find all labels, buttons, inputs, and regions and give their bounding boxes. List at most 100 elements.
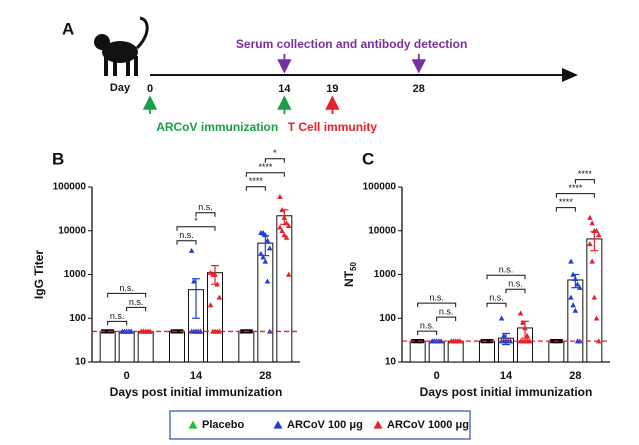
day-label: Day: [110, 82, 131, 94]
significance-bracket: [245, 172, 285, 177]
significance-bracket: [245, 186, 266, 191]
legend-box: [169, 410, 471, 440]
point: [487, 339, 492, 344]
x-tick-label: 28: [259, 370, 271, 382]
point: [568, 294, 574, 300]
point: [520, 319, 526, 325]
point: [283, 234, 290, 240]
point: [258, 250, 264, 256]
significance-bracket: [505, 288, 526, 294]
bar: [586, 238, 603, 363]
point: [576, 284, 583, 290]
point: [260, 254, 266, 260]
y-axis-title: NT50: [342, 262, 358, 287]
x-tick-label: 14: [500, 370, 513, 382]
significance-bracket: [417, 330, 438, 336]
point: [239, 329, 244, 334]
y-tick-label: 100000: [53, 182, 87, 193]
y-tick-label: 1000: [374, 269, 397, 280]
point: [216, 294, 223, 300]
significance-bracket: [486, 302, 507, 308]
point: [591, 294, 598, 300]
significance-bracket: [436, 316, 457, 322]
bar: [447, 340, 464, 363]
legend-label: Placebo: [202, 419, 244, 431]
y-axis-title-text: IgG Titer: [32, 250, 46, 299]
y-tick-label: 10: [75, 357, 87, 368]
point: [589, 220, 595, 226]
event-label: ARCoV immunization: [156, 120, 278, 134]
bar: [409, 340, 426, 363]
bar: [99, 330, 116, 363]
point: [277, 224, 283, 230]
point: [524, 332, 530, 338]
point: [262, 258, 269, 264]
bar: [548, 340, 565, 363]
point: [279, 227, 285, 233]
legend-marker: [373, 420, 383, 429]
bar: [137, 330, 154, 363]
point: [413, 339, 418, 344]
significance-label: n.s.: [110, 311, 125, 321]
x-axis-title: Days post initial immunization: [420, 385, 593, 399]
significance-bracket: [555, 193, 595, 198]
bar: [169, 330, 185, 363]
point: [216, 328, 223, 334]
legend-label: ARCoV 1000 μg: [387, 419, 469, 431]
significance-bracket: [107, 292, 147, 298]
significance-label: ****: [568, 183, 583, 193]
panel-letter: A: [62, 19, 74, 38]
point: [574, 281, 581, 287]
point: [264, 278, 271, 284]
point: [285, 222, 292, 229]
day-tick-label: 0: [147, 83, 153, 95]
y-tick-label: 10: [385, 357, 397, 368]
significance-bracket: [555, 207, 576, 212]
bar: [428, 340, 445, 363]
point: [128, 328, 134, 334]
day-tick-label: 19: [326, 83, 338, 95]
event-label: Serum collection and antibody detection: [236, 37, 467, 51]
significance-bracket: [486, 274, 526, 280]
significance-label: n.s.: [179, 230, 194, 240]
event-label: T Cell immunity: [288, 120, 378, 134]
y-tick-label: 100000: [363, 182, 397, 193]
significance-label: n.s.: [439, 307, 454, 317]
point: [207, 302, 214, 308]
point: [191, 278, 197, 284]
significance-label: n.s.: [508, 279, 523, 289]
x-tick-label: 28: [569, 370, 581, 382]
x-axis-title: Days post initial immunization: [110, 385, 283, 399]
significance-label: n.s.: [499, 265, 514, 275]
significance-label: n.s.: [420, 321, 435, 331]
point: [593, 315, 600, 321]
bar: [276, 215, 293, 363]
y-tick-label: 1000: [64, 269, 87, 280]
point: [568, 258, 574, 264]
bar: [238, 330, 255, 363]
legend-marker: [188, 420, 198, 429]
y-tick-label: 10000: [58, 225, 86, 236]
significance-label: n.s.: [119, 283, 134, 293]
point: [177, 329, 182, 334]
significance-bracket: [264, 158, 285, 163]
legend-marker: [273, 420, 283, 429]
x-tick-label: 14: [190, 370, 203, 382]
point: [277, 193, 283, 199]
bar: [118, 330, 135, 363]
point: [587, 241, 593, 247]
significance-label: ****: [578, 169, 593, 179]
y-axis-title-sub: 50: [349, 262, 358, 271]
significance-label: n.s.: [429, 293, 444, 303]
significance-label: ****: [559, 197, 574, 207]
y-axis-title-text: NT: [342, 270, 356, 287]
y-tick-label: 100: [69, 313, 86, 324]
point: [281, 232, 288, 238]
point: [595, 232, 602, 238]
significance-label: n.s.: [489, 293, 504, 303]
x-tick-label: 0: [124, 370, 130, 382]
point: [498, 315, 505, 321]
point: [438, 338, 444, 344]
point: [572, 307, 579, 313]
